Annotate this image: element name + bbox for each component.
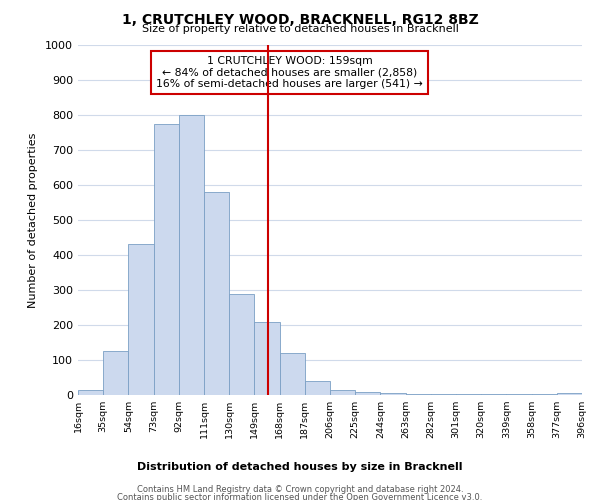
Text: Contains HM Land Registry data © Crown copyright and database right 2024.: Contains HM Land Registry data © Crown c… [137,485,463,494]
Bar [78,390,103,395]
Text: 1, CRUTCHLEY WOOD, BRACKNELL, RG12 8BZ: 1, CRUTCHLEY WOOD, BRACKNELL, RG12 8BZ [122,12,478,26]
Text: Contains public sector information licensed under the Open Government Licence v3: Contains public sector information licen… [118,494,482,500]
Bar [406,394,431,395]
Bar [431,394,456,395]
Bar [456,394,481,395]
Bar [154,124,179,395]
Bar [481,394,506,395]
Bar [305,381,330,395]
Text: Size of property relative to detached houses in Bracknell: Size of property relative to detached ho… [142,24,458,34]
Bar [254,322,280,395]
Bar [128,244,154,395]
Y-axis label: Number of detached properties: Number of detached properties [28,132,38,308]
Bar [380,393,406,395]
Text: 1 CRUTCHLEY WOOD: 159sqm
← 84% of detached houses are smaller (2,858)
16% of sem: 1 CRUTCHLEY WOOD: 159sqm ← 84% of detach… [157,56,423,88]
Bar [280,353,305,395]
Bar [179,115,204,395]
Bar [532,394,557,395]
Bar [355,392,380,395]
Bar [229,294,254,395]
Bar [204,192,229,395]
Bar [103,351,128,395]
Bar [506,394,532,395]
Bar [330,390,355,395]
Bar [557,393,582,395]
Text: Distribution of detached houses by size in Bracknell: Distribution of detached houses by size … [137,462,463,472]
